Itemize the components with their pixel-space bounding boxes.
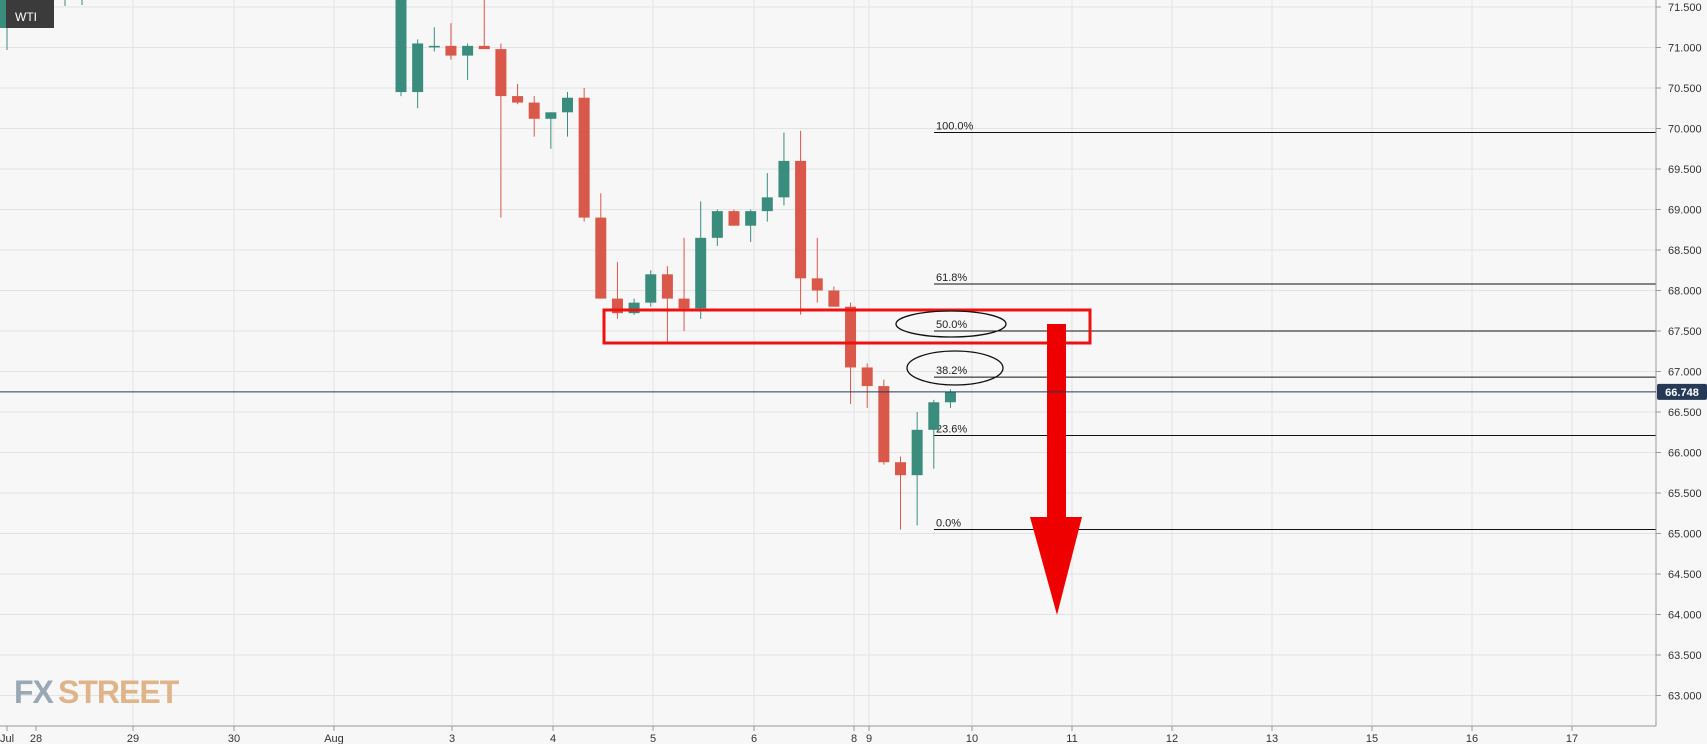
- x-tick-label: Aug: [324, 733, 344, 744]
- candle-body-down: [445, 45, 457, 56]
- symbol-label: WTI: [15, 10, 37, 24]
- candle-body-down: [678, 298, 690, 309]
- y-tick-label: 69.000: [1668, 205, 1702, 217]
- y-tick-label: 65.000: [1668, 529, 1702, 541]
- x-tick-label: 17: [1566, 733, 1578, 744]
- x-tick-label: 12: [1166, 733, 1178, 744]
- candle-body-down: [528, 102, 540, 119]
- x-tick-label: 10: [966, 733, 978, 744]
- candle-body-down: [878, 386, 890, 463]
- y-tick-label: 66.000: [1668, 448, 1702, 460]
- symbol-badge: WTI: [0, 0, 54, 28]
- candle-body-up: [695, 237, 707, 309]
- y-tick-label: 70.000: [1668, 124, 1702, 136]
- y-tick-label: 71.000: [1668, 43, 1702, 55]
- fxstreet-logo: FX STREET: [14, 674, 181, 710]
- x-tick-label: 6: [751, 733, 757, 744]
- fib-38-circle: [906, 350, 1004, 386]
- x-tick-label: 13: [1266, 733, 1278, 744]
- bearish-arrow-shaft: [1047, 324, 1066, 520]
- candle-body-up: [462, 45, 474, 56]
- resistance-zone-box: [602, 308, 1092, 345]
- x-tick-label: 16: [1466, 733, 1478, 744]
- y-tick-label: 63.500: [1668, 650, 1702, 662]
- candle-body-down: [728, 211, 740, 226]
- candle-body-down: [895, 462, 906, 476]
- candle-body-down: [495, 49, 507, 97]
- candle-body-up: [911, 429, 923, 476]
- candle-body-down: [595, 217, 607, 299]
- bearish-arrow-head: [1030, 517, 1082, 615]
- candle-body-down: [611, 298, 623, 314]
- y-tick-label: 70.500: [1668, 83, 1702, 95]
- candle-body-down: [478, 45, 490, 50]
- symbol-badge-bg: [0, 0, 54, 28]
- x-tick-label: 4: [550, 733, 556, 744]
- candle-body-up: [395, 0, 407, 93]
- x-tick-label: 3: [449, 733, 455, 744]
- candle-body-up: [645, 274, 657, 303]
- x-tick-label: Jul: [0, 733, 14, 744]
- fib-level-label: 100.0%: [936, 121, 974, 133]
- candles: [2, 0, 956, 530]
- candle-body-down: [661, 274, 673, 299]
- y-tick-label: 64.500: [1668, 569, 1702, 581]
- x-tick-label: 30: [228, 733, 240, 744]
- last-price-badge: [1657, 383, 1707, 400]
- x-tick-label: 29: [127, 733, 139, 744]
- candle-body-down: [512, 96, 524, 103]
- last-price: 66.748: [0, 383, 1707, 400]
- fib-level-label: 38.2%: [936, 365, 967, 377]
- x-tick-label: 28: [30, 733, 42, 744]
- y-tick-label: 65.500: [1668, 488, 1702, 500]
- y-tick-label: 63.000: [1668, 691, 1702, 703]
- candle-body-down: [795, 160, 807, 279]
- fib-level-label: 0.0%: [936, 517, 961, 529]
- symbol-badge-accent: [0, 0, 6, 28]
- y-tick-label: 67.500: [1668, 326, 1702, 338]
- fib-50-circle: [895, 310, 1007, 338]
- y-tick-label: 71.500: [1668, 2, 1702, 14]
- candle-body-down: [828, 290, 840, 307]
- candle-body-up: [562, 97, 573, 113]
- x-axis-ticks: Jul 28 29 30 Aug 3 4 5 6 8 9 10 11 12 13 15 16 17: [0, 726, 1578, 744]
- candle-body-up: [428, 45, 440, 48]
- candle-body-down: [578, 97, 590, 218]
- y-tick-label: 69.500: [1668, 164, 1702, 176]
- candle-body-up: [711, 211, 723, 238]
- candle-body-up: [928, 402, 940, 430]
- fib-level-label: 61.8%: [936, 272, 967, 284]
- x-tick-label: 9: [866, 733, 872, 744]
- candle-body-up: [778, 160, 790, 198]
- last-price-label: 66.748: [1665, 387, 1699, 399]
- y-tick-label: 68.000: [1668, 286, 1702, 298]
- fib-level-label: 23.6%: [936, 423, 967, 435]
- candle-body-down: [861, 367, 873, 387]
- grid-lines: [0, 0, 1656, 726]
- annotations: [602, 308, 1092, 615]
- x-tick-label: 11: [1066, 733, 1077, 744]
- candle-body-up: [944, 391, 956, 403]
- candle-body-up: [761, 197, 773, 212]
- candle-body-up: [628, 302, 640, 314]
- x-tick-label: 15: [1366, 733, 1378, 744]
- y-tick-label: 68.500: [1668, 245, 1702, 257]
- candle-body-up: [412, 43, 424, 93]
- logo-fx: FX: [14, 674, 55, 710]
- candle-body-up: [545, 112, 557, 119]
- candle-body-down: [845, 306, 857, 368]
- y-tick-label: 67.000: [1668, 367, 1702, 379]
- y-tick-label: 66.500: [1668, 407, 1702, 419]
- candle-body-down: [811, 278, 823, 291]
- candle-body-up: [745, 211, 757, 226]
- y-tick-label: 64.000: [1668, 610, 1702, 622]
- y-axis-ticks: 71.500 71.000 70.500 70.000 69.500 69.000 68.5…: [1656, 2, 1702, 703]
- x-tick-label: 5: [650, 733, 656, 744]
- x-tick-label: 8: [851, 733, 857, 744]
- logo-street: STREET: [58, 674, 180, 710]
- fib-level-label: 50.0%: [936, 319, 967, 331]
